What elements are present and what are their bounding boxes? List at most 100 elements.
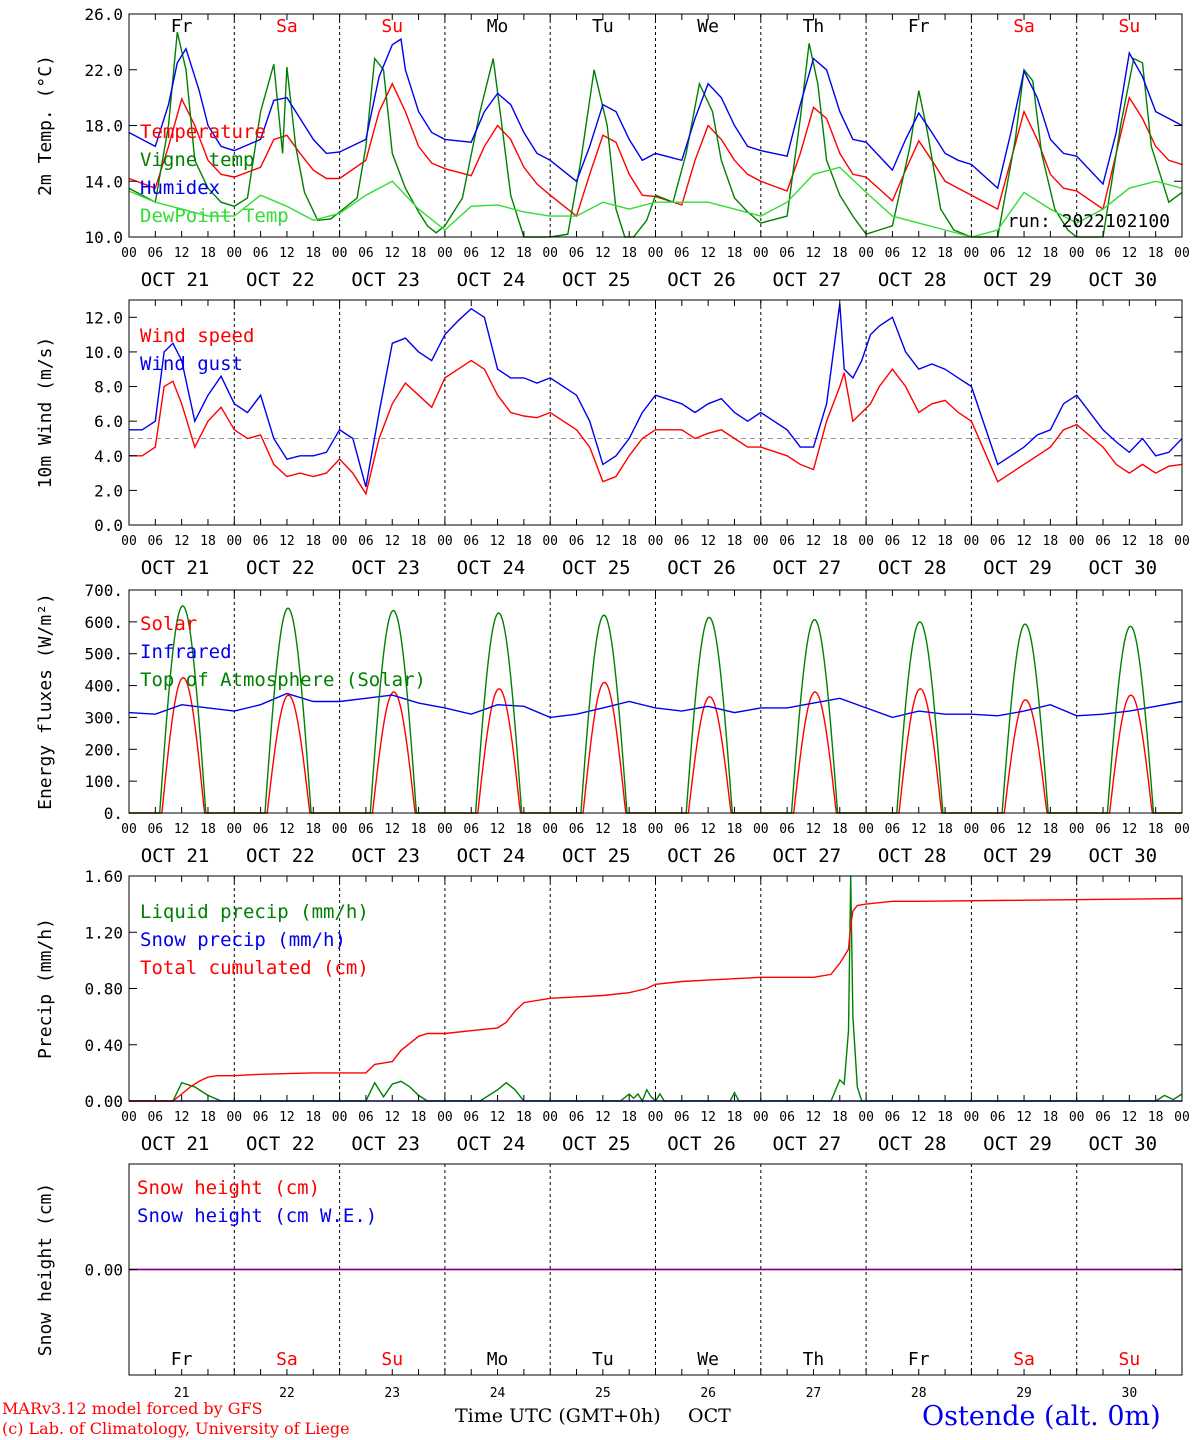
hour-tick-label: 00 — [542, 1110, 558, 1125]
date-label: OCT 22 — [246, 269, 315, 291]
hour-tick-label: 00 — [964, 246, 980, 261]
hour-tick-label: 00 — [858, 1110, 874, 1125]
legend-entry: Temperature — [140, 121, 266, 143]
hour-tick-label: 12 — [595, 534, 611, 549]
y-tick-label: 10.0 — [84, 343, 123, 362]
date-label: OCT 27 — [773, 557, 842, 579]
day-name-label: We — [697, 16, 719, 37]
hour-tick-label: 18 — [621, 1110, 637, 1125]
day-name-label: Fr — [171, 16, 193, 37]
date-label: OCT 29 — [983, 269, 1052, 291]
legend-entry: Snow precip (mm/h) — [140, 929, 346, 951]
y-tick-label: 200. — [84, 740, 123, 759]
hour-tick-label: 18 — [411, 246, 427, 261]
hour-tick-label: 00 — [121, 1110, 137, 1125]
y-tick-label: 0.80 — [84, 980, 123, 999]
hour-tick-label: 12 — [911, 822, 927, 837]
hour-tick-label: 00 — [648, 534, 664, 549]
hour-tick-label: 00 — [1069, 246, 1085, 261]
hour-tick-label: 06 — [569, 246, 585, 261]
run-annotation: run: 2022102100 — [1007, 211, 1170, 232]
date-label: OCT 22 — [246, 1133, 315, 1155]
hour-tick-label: 18 — [832, 822, 848, 837]
hour-tick-label: 12 — [1016, 822, 1032, 837]
day-number-label: 30 — [1122, 1386, 1138, 1401]
hour-tick-label: 06 — [569, 822, 585, 837]
hour-tick-label: 18 — [411, 822, 427, 837]
hour-tick-label: 06 — [674, 1110, 690, 1125]
hour-tick-label: 06 — [358, 1110, 374, 1125]
hour-tick-label: 12 — [174, 1110, 190, 1125]
y-tick-label: 10.0 — [84, 228, 123, 247]
hour-tick-label: 06 — [253, 1110, 269, 1125]
hour-tick-label: 18 — [727, 822, 743, 837]
hour-tick-label: 12 — [384, 534, 400, 549]
hour-tick-label: 06 — [1095, 1110, 1111, 1125]
day-name-label: Fr — [908, 16, 930, 37]
hour-tick-label: 18 — [200, 1110, 216, 1125]
hour-tick-label: 00 — [964, 534, 980, 549]
date-label: OCT 26 — [667, 1133, 736, 1155]
y-tick-label: 1.20 — [84, 923, 123, 942]
hour-tick-label: 06 — [885, 822, 901, 837]
date-label: OCT 30 — [1088, 557, 1157, 579]
hour-tick-label: 00 — [1174, 246, 1190, 261]
panel-5: 0.00 Snow height (cm) Snow height (cm) Snow… — [35, 1163, 1183, 1401]
date-label: OCT 26 — [667, 557, 736, 579]
hour-tick-label: 00 — [964, 822, 980, 837]
day-name-label: Sa — [276, 16, 298, 37]
hour-tick-label: 12 — [1122, 1110, 1138, 1125]
y-tick-label: 0.00 — [84, 1261, 123, 1280]
day-name-label: Sa — [1013, 1349, 1035, 1370]
hour-tick-label: 06 — [990, 246, 1006, 261]
model-credit: MARv3.12 model forced by GFS — [2, 1399, 263, 1418]
y-tick-label: 400. — [84, 677, 123, 696]
hour-tick-label: 12 — [279, 822, 295, 837]
hour-tick-label: 18 — [1043, 246, 1059, 261]
hour-tick-label: 06 — [569, 1110, 585, 1125]
y-tick-label: 100. — [84, 772, 123, 791]
hour-tick-label: 12 — [1016, 246, 1032, 261]
hour-tick-label: 06 — [358, 534, 374, 549]
hour-tick-label: 00 — [437, 246, 453, 261]
hour-tick-label: 18 — [411, 1110, 427, 1125]
hour-tick-label: 06 — [147, 1110, 163, 1125]
hour-tick-label: 00 — [437, 534, 453, 549]
hour-tick-label: 12 — [174, 246, 190, 261]
plot-frame — [128, 13, 1183, 238]
series-line-solar — [129, 676, 1182, 814]
hour-tick-label: 18 — [1148, 534, 1164, 549]
date-label: OCT 29 — [983, 845, 1052, 867]
series-line-dewpoint-temp — [128, 166, 1183, 238]
legend-entry: DewPoint Temp — [140, 205, 289, 227]
legend-entry: Vigne temp — [140, 149, 254, 171]
hour-tick-label: 18 — [516, 1110, 532, 1125]
hour-tick-label: 06 — [990, 822, 1006, 837]
y-axis-label: Snow height (cm) — [35, 1183, 56, 1356]
date-label: OCT 28 — [878, 845, 947, 867]
date-label: OCT 25 — [562, 269, 631, 291]
hour-tick-label: 00 — [437, 1110, 453, 1125]
hour-tick-label: 12 — [174, 534, 190, 549]
hour-tick-label: 12 — [700, 534, 716, 549]
hour-tick-label: 12 — [490, 246, 506, 261]
day-name-label: Tu — [592, 1349, 614, 1370]
day-number-label: 29 — [1016, 1386, 1032, 1401]
series-line-liquid-precip-mm-h — [129, 875, 1183, 1103]
hour-tick-label: 12 — [700, 1110, 716, 1125]
hour-tick-label: 00 — [964, 1110, 980, 1125]
series-line-humidex — [128, 37, 1183, 190]
date-label: OCT 23 — [351, 845, 420, 867]
hour-tick-label: 06 — [1095, 534, 1111, 549]
panel-3: 0. 100. 200. 300. 400. 500. 600. 700. Energy flu… — [35, 581, 1190, 867]
day-name-label: Su — [1119, 1349, 1141, 1370]
legend-entry: Total cumulated (cm) — [140, 957, 369, 979]
y-tick-label: 22.0 — [84, 61, 123, 80]
day-number-label: 26 — [700, 1386, 716, 1401]
series-line-top-of-atmosphere-solar — [129, 605, 1182, 814]
hour-tick-label: 18 — [305, 246, 321, 261]
hour-tick-label: 00 — [753, 246, 769, 261]
station-label: Ostende (alt. 0m) — [922, 1401, 1161, 1432]
y-tick-label: 18.0 — [84, 117, 123, 136]
date-label: OCT 28 — [878, 1133, 947, 1155]
